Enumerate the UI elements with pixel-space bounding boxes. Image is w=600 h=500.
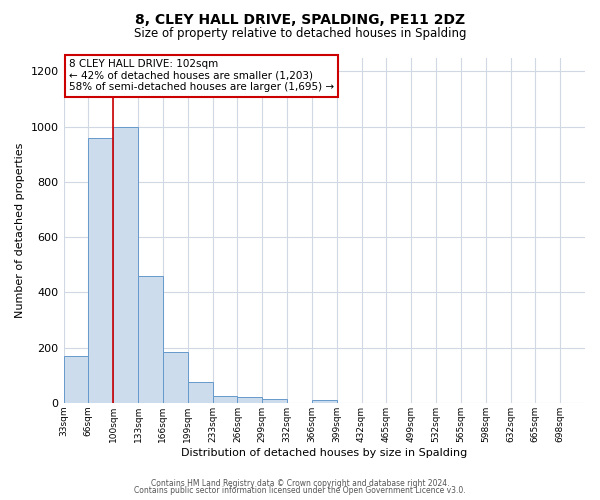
Bar [113,126,138,403]
Bar [138,276,163,403]
Bar [312,400,337,403]
X-axis label: Distribution of detached houses by size in Spalding: Distribution of detached houses by size … [181,448,467,458]
Bar [212,396,238,403]
Text: Contains HM Land Registry data © Crown copyright and database right 2024.: Contains HM Land Registry data © Crown c… [151,478,449,488]
Text: 8, CLEY HALL DRIVE, SPALDING, PE11 2DZ: 8, CLEY HALL DRIVE, SPALDING, PE11 2DZ [135,12,465,26]
Text: Contains public sector information licensed under the Open Government Licence v3: Contains public sector information licen… [134,486,466,495]
Text: Size of property relative to detached houses in Spalding: Size of property relative to detached ho… [134,28,466,40]
Text: 8 CLEY HALL DRIVE: 102sqm
← 42% of detached houses are smaller (1,203)
58% of se: 8 CLEY HALL DRIVE: 102sqm ← 42% of detac… [69,59,334,92]
Bar [88,138,113,403]
Bar [188,382,212,403]
Bar [64,356,88,403]
Bar [238,398,262,403]
Bar [163,352,188,403]
Bar [262,398,287,403]
Y-axis label: Number of detached properties: Number of detached properties [15,142,25,318]
